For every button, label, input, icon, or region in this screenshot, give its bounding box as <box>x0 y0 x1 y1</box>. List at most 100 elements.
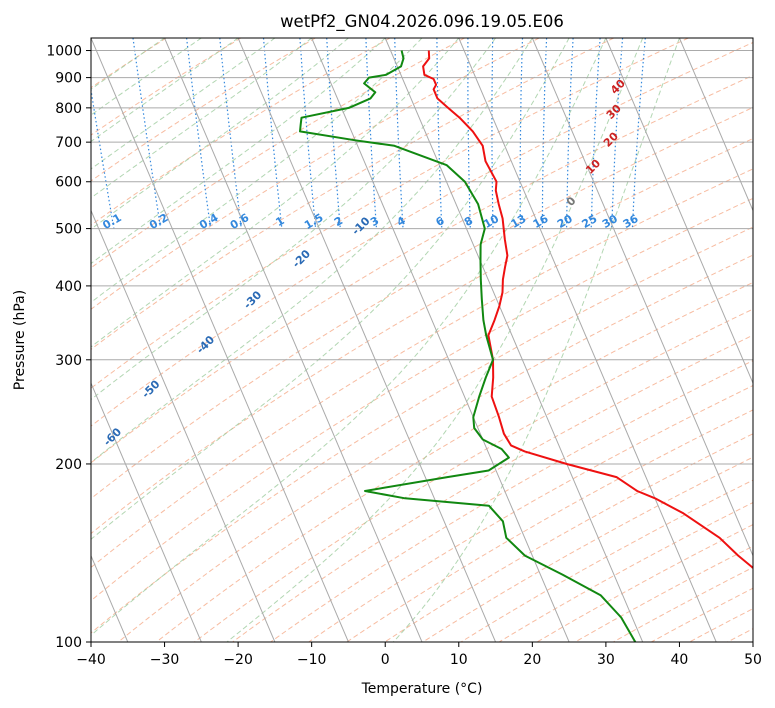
isotherm <box>91 381 202 642</box>
moist-adiabat <box>91 38 239 143</box>
isotherm <box>605 38 753 385</box>
moist-adiabat <box>91 38 349 230</box>
moist-adiabat <box>91 38 460 348</box>
mixing-ratio-label: 6 <box>433 214 446 229</box>
x-tick-label: −40 <box>76 652 106 668</box>
x-tick-label: 50 <box>744 652 762 668</box>
wet-bulb-label: -20 <box>290 247 313 270</box>
isotherm <box>164 38 423 642</box>
plot-background-lines <box>91 38 775 642</box>
mixing-ratio-line <box>590 38 601 229</box>
y-tick-label: 700 <box>55 135 82 151</box>
mixing-ratio-line <box>519 38 524 229</box>
wet-bulb-label: -50 <box>139 377 162 400</box>
dry-adiabat <box>91 38 540 310</box>
wet-bulb-label: -70 <box>24 470 47 493</box>
mixing-ratio-line <box>491 38 494 229</box>
dry-adiabat <box>460 479 753 642</box>
plot-line-labels: 0.10.20.40.611.52346810131620253036-100-… <box>24 77 640 493</box>
moist-adiabat <box>91 38 570 540</box>
x-tick-label: 10 <box>450 652 468 668</box>
dry-adiabat <box>91 197 753 602</box>
x-tick-label: −30 <box>150 652 180 668</box>
mixing-ratio-label: 2 <box>332 214 345 229</box>
moist-adiabat <box>91 38 386 265</box>
x-tick-label: −20 <box>223 652 253 668</box>
dry-adiabat <box>766 38 775 642</box>
theta-e-label: 0 <box>564 194 579 209</box>
moist-adiabat <box>91 38 423 303</box>
dry-adiabat <box>689 608 753 642</box>
y-tick-label: 400 <box>55 279 82 295</box>
temperature-profile <box>422 50 753 570</box>
moist-adiabat <box>91 38 276 170</box>
dry-adiabat <box>536 524 753 642</box>
x-tick-label: 30 <box>597 652 615 668</box>
dry-adiabat <box>91 168 753 569</box>
isotherm <box>384 38 644 642</box>
plot-series <box>299 50 753 642</box>
dry-adiabat <box>270 360 753 642</box>
mixing-ratio-label: 8 <box>462 214 475 229</box>
mixing-ratio-line <box>467 38 471 229</box>
y-tick-label: 200 <box>55 457 82 473</box>
dry-adiabat <box>308 384 753 642</box>
dry-adiabat <box>91 38 614 350</box>
y-axis-label: Pressure (hPa) <box>12 290 28 390</box>
mixing-ratio-label: 4 <box>395 214 408 229</box>
dry-adiabat <box>91 41 753 427</box>
y-tick-label: 100 <box>55 635 82 651</box>
moist-adiabat <box>91 38 312 199</box>
isotherm <box>311 38 570 642</box>
isotherm <box>752 38 753 40</box>
moist-adiabat <box>91 38 496 401</box>
dry-adiabat <box>91 38 465 269</box>
y-tick-label: 300 <box>55 353 82 369</box>
y-tick-label: 900 <box>55 71 82 87</box>
dry-adiabat <box>156 281 753 642</box>
dry-adiabat <box>232 334 753 642</box>
x-tick-label: 0 <box>381 652 390 668</box>
isotherm <box>91 38 349 642</box>
mixing-ratio-line <box>631 38 646 229</box>
dry-adiabat <box>91 74 753 464</box>
x-axis-label: Temperature (°C) <box>361 681 483 697</box>
y-tick-label: 600 <box>55 175 82 191</box>
dry-adiabat <box>117 254 753 642</box>
theta-e-label: 40 <box>608 77 628 97</box>
mixing-ratio-line <box>91 86 115 229</box>
dry-adiabat <box>384 433 753 642</box>
wet-bulb-label: -60 <box>101 425 124 448</box>
moist-adiabat <box>226 38 644 642</box>
mixing-ratio-label: 1 <box>274 214 287 229</box>
isotherm <box>237 38 497 642</box>
dry-adiabat <box>91 38 316 182</box>
chart-title: wetPf2_GN04.2026.096.19.05.E06 <box>280 12 564 32</box>
isotherm <box>678 38 753 212</box>
mixing-ratio-line <box>186 38 212 229</box>
dry-adiabat <box>346 409 753 642</box>
moist-adiabat <box>91 38 165 90</box>
x-tick-label: 40 <box>671 652 689 668</box>
dry-adiabat <box>91 226 753 634</box>
dry-adiabat <box>422 456 753 642</box>
y-tick-label: 500 <box>55 222 82 238</box>
dry-adiabat <box>91 38 689 389</box>
moist-adiabat <box>393 38 680 642</box>
x-tick-label: 20 <box>523 652 541 668</box>
moist-adiabat <box>91 38 202 116</box>
dry-adiabat <box>194 308 753 642</box>
moist-adiabat <box>91 38 607 636</box>
isotherm <box>531 38 753 557</box>
wet-bulb-label: -40 <box>194 333 217 356</box>
mixing-ratio-line <box>132 38 162 229</box>
x-tick-label: −10 <box>297 652 327 668</box>
dry-adiabat <box>651 587 753 642</box>
plot-frame <box>90 37 754 643</box>
y-tick-label: 1000 <box>46 44 82 60</box>
isotherm <box>458 38 717 642</box>
wet-bulb-label: -30 <box>241 288 264 311</box>
dry-adiabat <box>91 38 391 226</box>
axes: −40 −30 −20 −10 0 10 20 30 40 5010020030040050060… <box>46 44 762 668</box>
